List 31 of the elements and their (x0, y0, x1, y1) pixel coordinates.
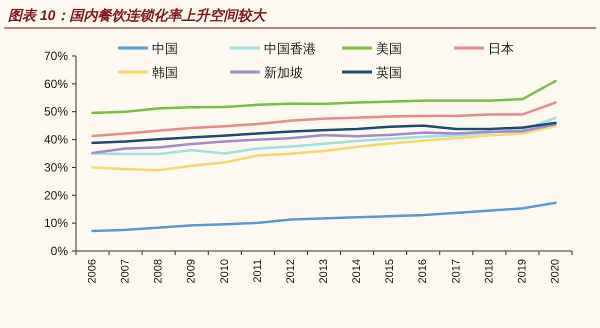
x-tick-label: 2010 (218, 259, 231, 284)
legend-label: 中国 (152, 41, 178, 56)
legend-label: 新加坡 (264, 65, 303, 80)
legend-label: 英国 (376, 65, 402, 80)
x-tick-label: 2014 (351, 259, 364, 284)
y-tick-label: 50% (44, 104, 68, 119)
legend-label: 韩国 (152, 65, 178, 80)
legend-label: 美国 (376, 41, 402, 56)
x-tick-label: 2009 (186, 259, 198, 284)
y-tick-label: 40% (44, 132, 68, 147)
x-tick-label: 2019 (516, 259, 528, 284)
x-tick-label: 2017 (450, 259, 462, 284)
y-tick-label: 10% (44, 216, 68, 230)
y-tick-label: 20% (44, 188, 68, 202)
x-tick-label: 2006 (86, 259, 99, 284)
y-tick-label: 60% (44, 76, 68, 91)
y-tick-label: 30% (44, 160, 68, 174)
chart-title: 图表 10：国内餐饮连锁化率上升空间较大 (8, 7, 268, 23)
x-tick-label: 2008 (152, 259, 165, 284)
x-tick-label: 2016 (417, 259, 430, 284)
x-tick-label: 2012 (284, 259, 297, 284)
y-tick-label: 0% (50, 244, 68, 258)
legend-label: 日本 (488, 41, 514, 56)
y-tick-label: 70% (44, 49, 68, 63)
x-tick-label: 2007 (120, 259, 132, 284)
x-tick-label: 2018 (483, 259, 496, 284)
x-tick-label: 2013 (318, 259, 330, 284)
x-tick-label: 2020 (549, 259, 562, 284)
x-tick-label: 2015 (384, 259, 396, 284)
legend-label: 中国香港 (264, 41, 316, 56)
x-tick-label: 2011 (252, 259, 264, 283)
